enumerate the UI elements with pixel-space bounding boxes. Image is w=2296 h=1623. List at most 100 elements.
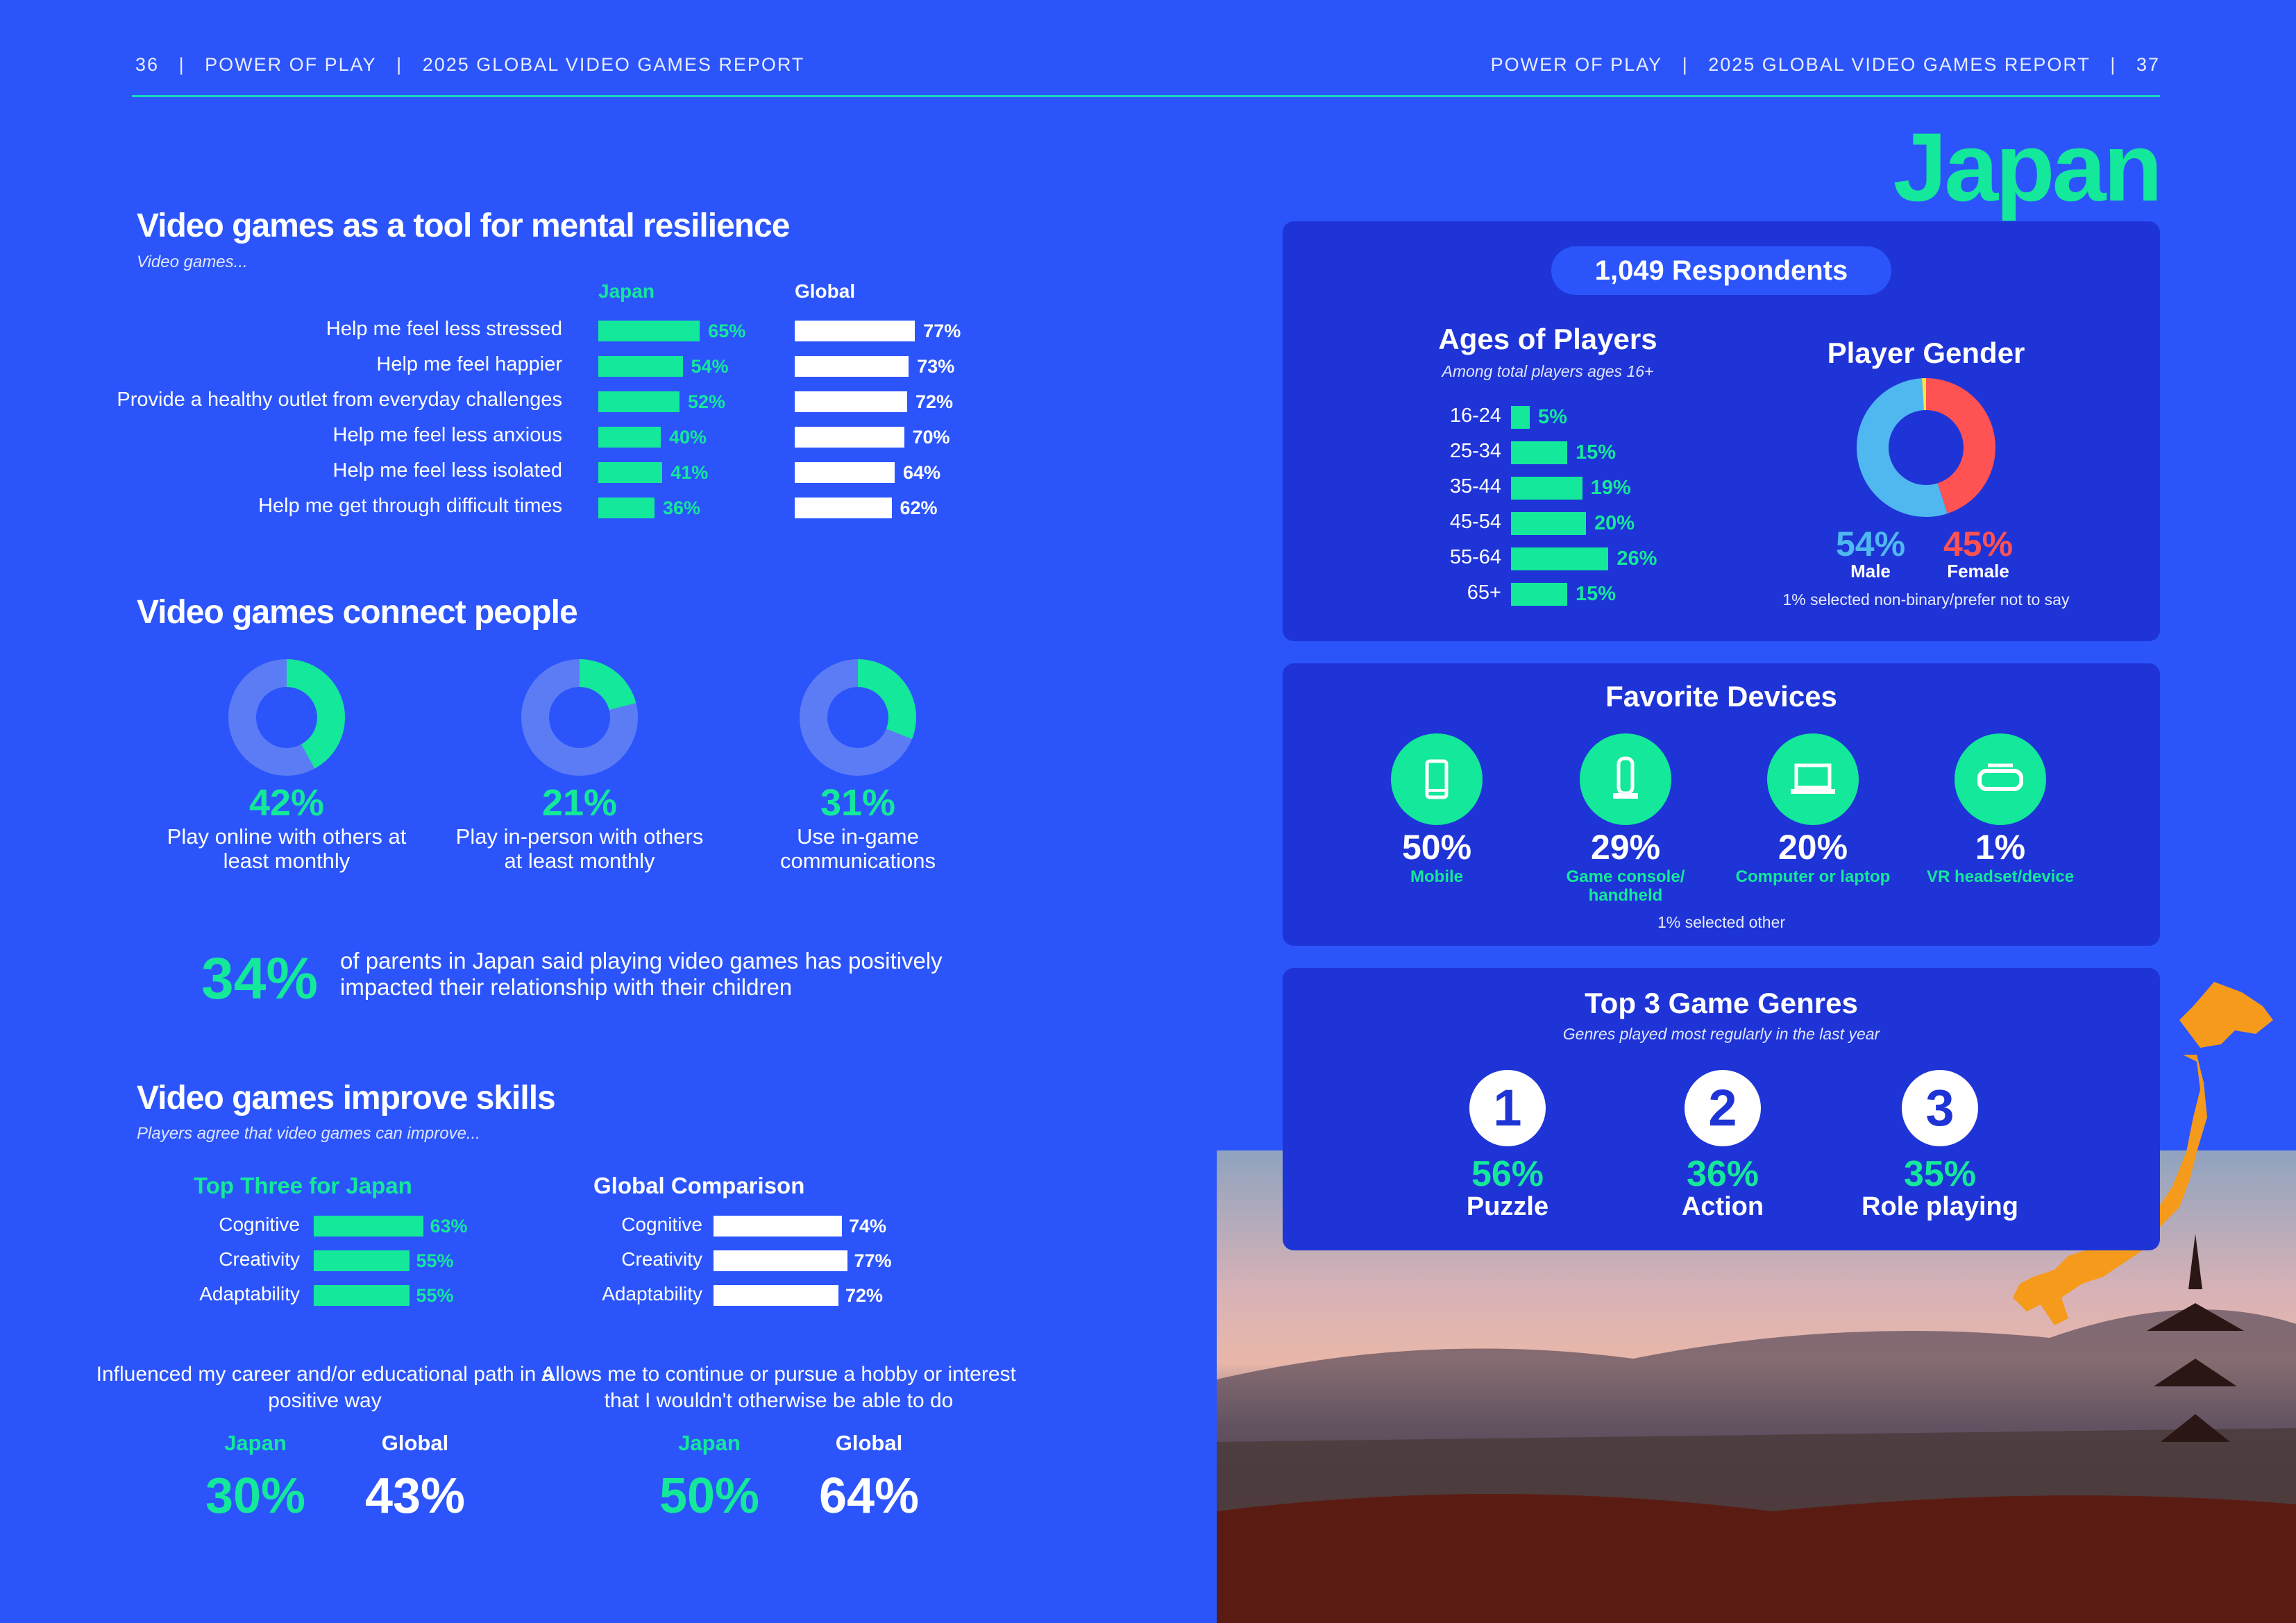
game-console-icon (1580, 733, 1671, 825)
age-value: 20% (1594, 512, 1635, 534)
age-label: 25-34 (1449, 440, 1501, 462)
gender-title: Player Gender (1827, 337, 2025, 369)
japan-value: 52% (688, 391, 726, 412)
age-bar (1511, 547, 1609, 570)
skill-label: Adaptability (199, 1283, 300, 1305)
japan-bar (314, 1250, 410, 1271)
ages-subtitle: Among total players ages 16+ (1442, 362, 1654, 380)
donut-label: Play in-person with others at least mont… (455, 824, 704, 873)
age-label: 65+ (1467, 581, 1501, 604)
device-pct: 29% (1590, 828, 1661, 867)
genre-pct: 56% (1471, 1154, 1544, 1194)
separator: | (2110, 54, 2117, 75)
japan-value: 55% (416, 1285, 454, 1306)
bar-label: Help me feel happier (376, 353, 562, 375)
report-title: 2025 GLOBAL VIDEO GAMES REPORT (1708, 54, 2091, 75)
col-japan: Japan (598, 280, 655, 302)
parents-text: of parents in Japan said playing video g… (340, 948, 943, 1000)
mobile-phone-icon (1391, 733, 1483, 825)
japan-value: 54% (691, 356, 729, 377)
global-value: 77% (854, 1250, 892, 1271)
connect-donut (228, 659, 345, 776)
skills-title: Video games improve skills (137, 1080, 556, 1116)
donut-pct: 31% (820, 782, 896, 824)
japan-map-icon (2013, 982, 2273, 1325)
female-label: Female (1947, 561, 2009, 581)
skills-japan-title: Top Three for Japan (194, 1173, 412, 1198)
stat-text: Influenced my career and/or educational … (96, 1363, 554, 1412)
global-value: 62% (900, 498, 938, 518)
genres-subtitle: Genres played most regularly in the last… (1562, 1025, 1880, 1043)
bar-label: Help me feel less stressed (326, 318, 562, 340)
global-value: 64% (903, 462, 941, 483)
resilience-subtitle: Video games... (137, 253, 248, 271)
rank-badge: 2 (1685, 1070, 1761, 1146)
age-bar (1511, 441, 1567, 464)
global-bar (795, 427, 904, 448)
donut-value (228, 659, 345, 776)
age-value: 5% (1538, 406, 1567, 428)
age-label: 45-54 (1449, 511, 1501, 533)
publication-title: POWER OF PLAY (1490, 54, 1663, 75)
rank-badge: 1 (1469, 1070, 1546, 1146)
device-label: Mobile (1410, 867, 1463, 886)
device-pct: 1% (1975, 828, 2026, 867)
global-bar (795, 321, 915, 341)
japan-bar (314, 1285, 410, 1306)
gender-note: 1% selected non-binary/prefer not to say (1782, 590, 2070, 609)
age-label: 55-64 (1449, 546, 1501, 568)
age-bar (1511, 406, 1530, 429)
device-label: Computer or laptop (1735, 867, 1891, 886)
global-bar (795, 462, 895, 483)
connect-donut (521, 659, 638, 776)
japan-value: 40% (669, 427, 707, 448)
stat-global-label: Global (835, 1431, 903, 1455)
age-label: 16-24 (1449, 405, 1501, 427)
skill-label: Cognitive (621, 1214, 702, 1235)
age-label: 35-44 (1449, 475, 1501, 498)
vr-headset-icon (1955, 733, 2046, 825)
global-bar (795, 498, 892, 518)
page-number: 36 (135, 54, 160, 75)
genre-label: Puzzle (1466, 1192, 1549, 1221)
device-label: Game console/ handheld (1566, 867, 1685, 905)
female-pct: 45% (1943, 525, 2014, 563)
publication-title: POWER OF PLAY (205, 54, 377, 75)
skill-label: Creativity (621, 1248, 702, 1270)
device-pct: 20% (1778, 828, 1848, 867)
global-bar (714, 1250, 847, 1271)
global-bar (714, 1216, 842, 1237)
japan-bar (314, 1216, 423, 1237)
report-title: 2025 GLOBAL VIDEO GAMES REPORT (422, 54, 805, 75)
right-header: POWER OF PLAY | 2025 GLOBAL VIDEO GAMES … (1491, 54, 2160, 76)
device-pct: 50% (1401, 828, 1472, 867)
donut-pct: 21% (541, 782, 618, 824)
skill-label: Cognitive (219, 1214, 300, 1235)
skill-label: Creativity (219, 1248, 300, 1270)
stat-japan-label: Japan (678, 1431, 741, 1455)
donut-label: Play online with others at least monthly (167, 824, 407, 873)
age-value: 26% (1617, 547, 1657, 570)
japan-value: 36% (663, 498, 701, 518)
skyline-silhouette (1217, 1234, 2296, 1623)
global-value: 74% (849, 1216, 887, 1237)
stat-global: 43% (364, 1468, 466, 1524)
device-label: VR headset/device (1926, 867, 2075, 886)
parents-pct: 34% (201, 946, 319, 1011)
stat-global: 64% (818, 1468, 920, 1524)
devices-note: 1% selected other (1657, 913, 1786, 931)
skill-label: Adaptability (602, 1283, 702, 1305)
other-segment (1857, 378, 1995, 517)
stat-japan: 30% (205, 1468, 306, 1524)
bar-label: Help me feel less isolated (332, 459, 562, 482)
resilience-title: Video games as a tool for mental resilie… (137, 207, 790, 244)
separator: | (1682, 54, 1689, 75)
global-value: 77% (923, 321, 961, 341)
age-bar (1511, 583, 1567, 606)
male-pct: 54% (1835, 525, 1906, 563)
global-bar (795, 391, 907, 412)
japan-bar (598, 427, 661, 448)
genre-label: Role playing (1862, 1192, 2018, 1221)
separator: | (178, 54, 185, 75)
ages-title: Ages of Players (1438, 323, 1657, 355)
